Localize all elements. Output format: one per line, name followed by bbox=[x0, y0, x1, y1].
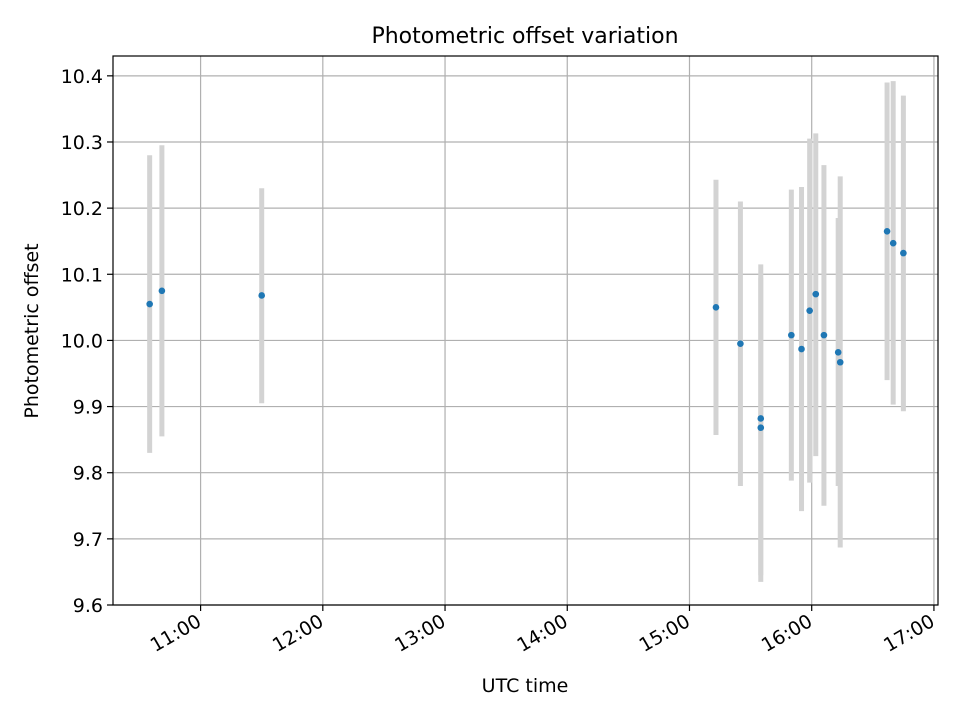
chart-title: Photometric offset variation bbox=[371, 24, 678, 49]
x-tick-label: 17:00 bbox=[880, 610, 938, 656]
error-bars bbox=[147, 81, 906, 582]
y-tick-label: 10.3 bbox=[61, 132, 103, 154]
data-point bbox=[836, 358, 844, 366]
data-point bbox=[900, 249, 907, 257]
data-point bbox=[883, 227, 891, 235]
data-point bbox=[737, 340, 744, 348]
data-point bbox=[757, 424, 765, 432]
y-axis-label: Photometric offset bbox=[21, 243, 43, 418]
y-tick-label: 10.0 bbox=[61, 330, 103, 352]
data-point bbox=[712, 304, 720, 311]
y-axis: 9.6 9.7 9.8 9.9 10.0 10.1 10.2 10.3 10.4 bbox=[61, 66, 113, 617]
y-tick-label: 10.2 bbox=[61, 198, 103, 220]
x-tick-label: 13:00 bbox=[391, 610, 449, 656]
y-tick-label: 9.7 bbox=[73, 529, 103, 551]
x-tick-label: 11:00 bbox=[147, 610, 205, 656]
plot-frame bbox=[112, 55, 939, 606]
y-tick-label: 10.1 bbox=[61, 264, 103, 286]
x-tick-label: 16:00 bbox=[758, 610, 816, 656]
data-point bbox=[258, 292, 266, 299]
data-point bbox=[834, 349, 842, 356]
data-point bbox=[889, 239, 897, 247]
y-tick-label: 9.6 bbox=[73, 595, 103, 617]
data-point bbox=[820, 331, 828, 339]
data-point bbox=[757, 415, 765, 422]
y-tick-label: 9.9 bbox=[73, 397, 103, 419]
y-tick-label: 10.4 bbox=[61, 66, 103, 88]
data-point bbox=[812, 290, 820, 298]
data-point bbox=[806, 307, 813, 314]
data-point bbox=[146, 300, 153, 308]
x-axis-label: UTC time bbox=[482, 675, 569, 697]
data-point bbox=[788, 331, 795, 339]
x-axis: 11:00 12:00 13:00 14:00 15:00 16:00 17:00 bbox=[147, 605, 938, 657]
data-point bbox=[158, 287, 166, 295]
x-tick-label: 15:00 bbox=[636, 610, 694, 656]
x-tick-label: 14:00 bbox=[513, 610, 571, 656]
data-point bbox=[798, 345, 805, 353]
y-tick-label: 9.8 bbox=[73, 463, 103, 485]
data-points bbox=[146, 227, 907, 432]
x-tick-label: 12:00 bbox=[269, 610, 327, 656]
